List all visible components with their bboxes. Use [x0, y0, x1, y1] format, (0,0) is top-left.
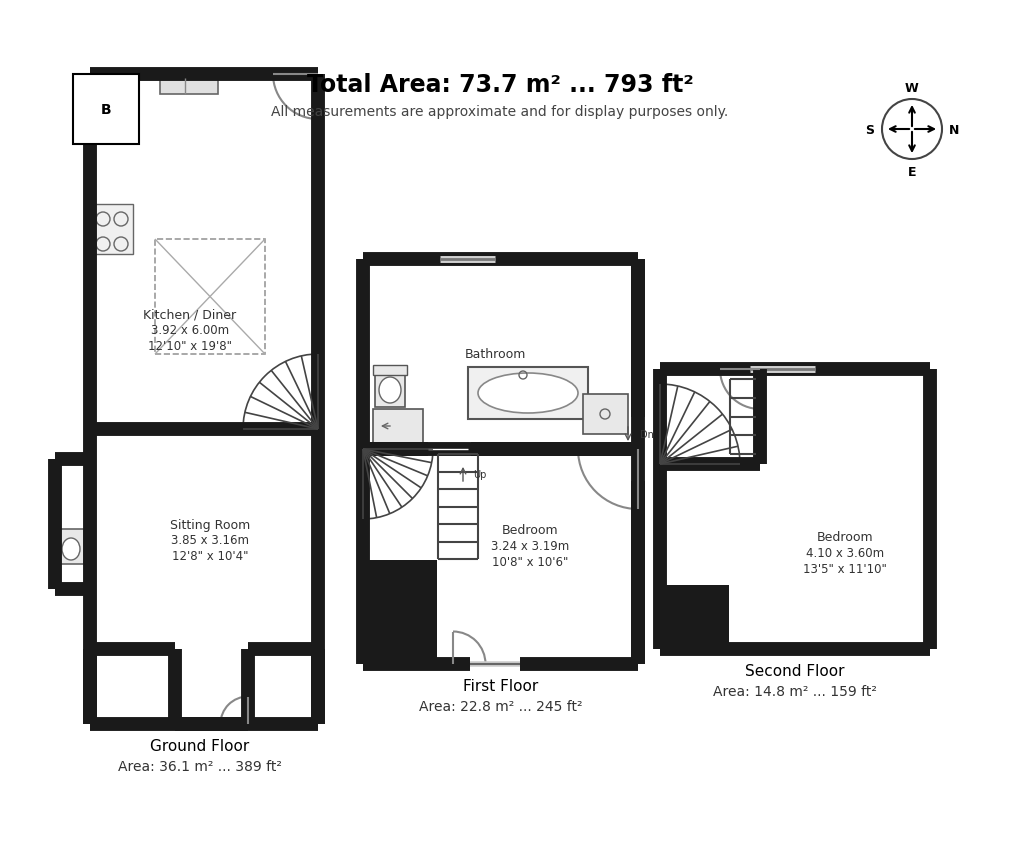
Bar	[367, 560, 436, 660]
Bar	[160, 78, 218, 95]
Bar	[659, 370, 929, 649]
Ellipse shape	[478, 374, 578, 414]
Text: 10'8" x 10'6": 10'8" x 10'6"	[492, 555, 569, 568]
Text: Second Floor: Second Floor	[745, 663, 844, 679]
Text: Total Area: 73.7 m² ... 793 ft²: Total Area: 73.7 m² ... 793 ft²	[307, 73, 693, 97]
Text: 3.85 x 3.16m: 3.85 x 3.16m	[171, 534, 249, 547]
Text: 4.10 x 3.60m: 4.10 x 3.60m	[805, 546, 883, 560]
Bar	[373, 365, 407, 376]
Text: N: N	[948, 123, 958, 137]
Bar	[363, 260, 637, 664]
Bar	[468, 368, 587, 419]
Bar	[90, 648, 318, 649]
Text: 3.24 x 3.19m: 3.24 x 3.19m	[491, 538, 569, 552]
Text: Ground Floor: Ground Floor	[150, 738, 250, 754]
Bar	[90, 75, 318, 724]
Bar	[95, 205, 132, 255]
Bar	[428, 445, 468, 454]
Text: E: E	[907, 165, 915, 178]
Bar	[373, 409, 423, 445]
Text: Sitting Room: Sitting Room	[170, 518, 250, 531]
Bar	[375, 370, 405, 408]
Text: Bathroom: Bathroom	[465, 348, 526, 361]
Text: All measurements are approximate and for display purposes only.: All measurements are approximate and for…	[271, 105, 728, 119]
Text: W: W	[904, 81, 918, 95]
Bar	[583, 394, 628, 435]
Text: 12'8" x 10'4": 12'8" x 10'4"	[171, 549, 248, 563]
Text: Bedroom: Bedroom	[816, 530, 872, 544]
Text: First Floor: First Floor	[463, 679, 538, 694]
Text: S: S	[865, 123, 873, 137]
Text: Dn: Dn	[639, 430, 653, 440]
Text: Kitchen / Diner: Kitchen / Diner	[144, 308, 236, 321]
Bar	[175, 649, 248, 724]
Ellipse shape	[379, 377, 400, 403]
Bar	[155, 240, 265, 354]
Bar	[663, 370, 759, 461]
Bar	[663, 585, 729, 645]
Bar	[55, 459, 90, 589]
Text: Bedroom: Bedroom	[501, 523, 558, 536]
Text: Up: Up	[473, 469, 486, 479]
Text: Area: 22.8 m² ... 245 ft²: Area: 22.8 m² ... 245 ft²	[419, 699, 582, 713]
Text: Area: 36.1 m² ... 389 ft²: Area: 36.1 m² ... 389 ft²	[118, 759, 281, 773]
Ellipse shape	[62, 538, 79, 560]
Text: 3.92 x 6.00m: 3.92 x 6.00m	[151, 324, 229, 337]
Text: 13'5" x 11'10": 13'5" x 11'10"	[802, 562, 887, 576]
Bar	[634, 419, 645, 479]
Bar	[59, 529, 84, 565]
Text: Area: 14.8 m² ... 159 ft²: Area: 14.8 m² ... 159 ft²	[712, 684, 876, 698]
Text: 12'10" x 19'8": 12'10" x 19'8"	[148, 340, 231, 353]
Text: B: B	[101, 103, 111, 116]
